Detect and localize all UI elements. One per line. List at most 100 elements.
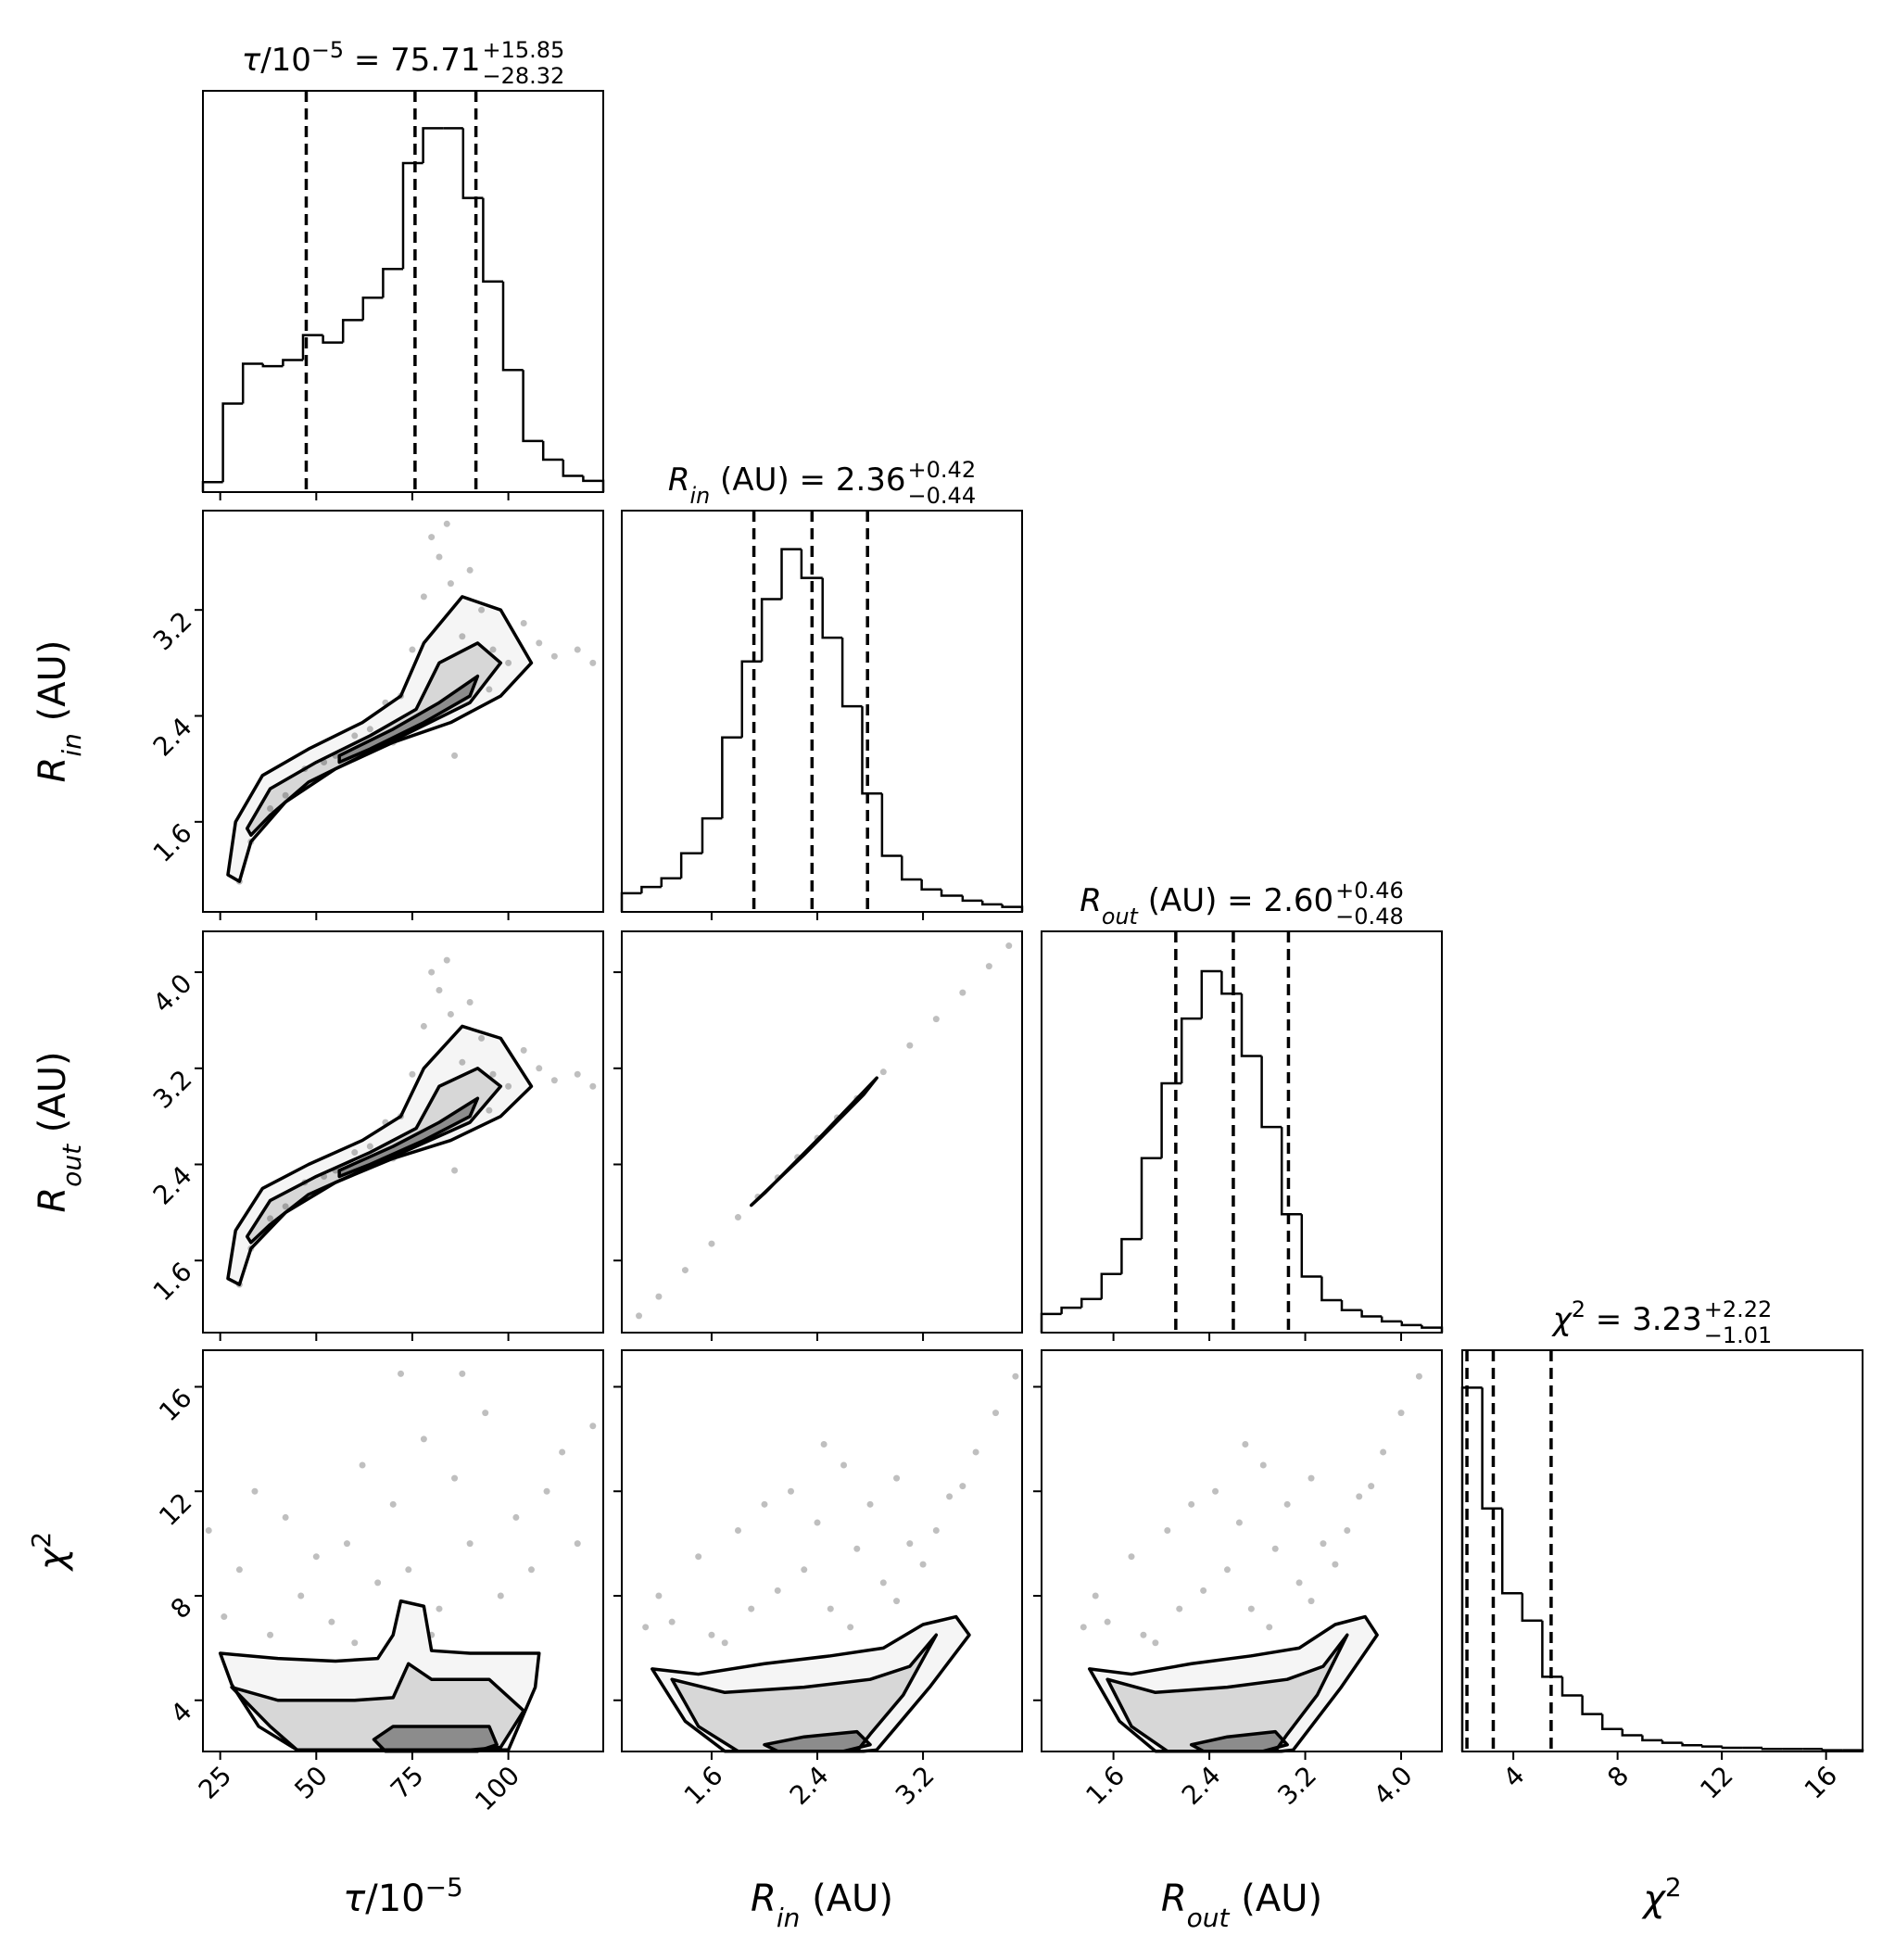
sample-point — [748, 1605, 755, 1612]
label-part: in — [777, 1903, 801, 1933]
sample-point — [1188, 1500, 1195, 1508]
hist-bin — [1581, 1695, 1603, 1715]
sample-point — [366, 726, 373, 733]
sample-point — [1092, 1592, 1099, 1600]
sample-point — [351, 1639, 359, 1647]
sample-point — [734, 1214, 741, 1221]
hist-bin — [1481, 1387, 1503, 1511]
sample-point — [420, 1435, 427, 1443]
err-minus: −0.44 — [908, 483, 977, 509]
sample-point — [787, 1487, 794, 1495]
sample-point — [1080, 1624, 1087, 1631]
sample-point — [695, 1553, 702, 1561]
title-text: χ2 = 3.23 — [1551, 1296, 1702, 1338]
sample-point — [840, 1461, 848, 1469]
title-text: τ/10−5 = 75.71 — [242, 37, 481, 79]
sample-point — [1295, 1579, 1303, 1587]
sample-point — [351, 1149, 359, 1157]
label-part: (AU) — [32, 640, 74, 734]
sample-point — [428, 534, 436, 541]
hist-bin — [422, 127, 444, 163]
err-minus: −28.32 — [482, 63, 564, 89]
hist-bin — [341, 319, 363, 343]
hist-bin — [920, 879, 942, 891]
label-part: R — [32, 1187, 74, 1213]
x-tick-label: 100 — [469, 1760, 525, 1816]
title-sep: = — [790, 462, 836, 499]
hist-bin — [1600, 1713, 1623, 1731]
hist-bin — [1641, 1735, 1662, 1742]
label-part: R — [1080, 882, 1102, 919]
label-part: τ — [343, 1878, 366, 1920]
panel-frame — [621, 510, 1023, 913]
sample-point — [1356, 1493, 1363, 1500]
x-tick-label: 2.4 — [1176, 1760, 1227, 1811]
sample-point — [409, 646, 416, 653]
label-part: (AU) — [1138, 882, 1217, 919]
hist-bin — [1220, 971, 1242, 995]
panel-frame — [621, 930, 1023, 1334]
sample-point — [734, 1527, 741, 1535]
hist-bin — [301, 334, 323, 360]
sample-point — [205, 1527, 212, 1535]
hist-bin — [1300, 1214, 1322, 1278]
panel-2d — [226, 520, 597, 885]
sample-point — [1283, 1500, 1291, 1508]
sample-point — [436, 987, 443, 994]
contour — [372, 1725, 499, 1753]
hist-bin — [1180, 1017, 1202, 1084]
sample-point — [906, 1540, 914, 1548]
sample-point — [486, 686, 493, 693]
sample-point — [451, 752, 459, 759]
hist-bin — [1080, 1297, 1102, 1309]
err-plus: +15.85 — [482, 37, 564, 63]
hist-bin — [821, 577, 843, 639]
hist-bin — [1280, 1127, 1302, 1216]
label-part: /10 — [365, 1878, 424, 1920]
label-part: R — [751, 1878, 777, 1920]
hist-bin — [401, 161, 423, 270]
hist-bin — [940, 889, 963, 897]
hist-bin — [701, 816, 723, 854]
panel-2d — [642, 1372, 1019, 1753]
sample-point — [655, 1592, 663, 1600]
hist-bin — [1200, 969, 1222, 1019]
sample-point — [443, 520, 450, 527]
sample-point — [1242, 1440, 1249, 1448]
sample-point — [1271, 1545, 1279, 1552]
title-median: 2.60 — [1263, 882, 1333, 919]
sample-point — [1368, 1483, 1375, 1490]
hist-bin — [1661, 1739, 1683, 1744]
panel-2d — [1080, 1372, 1422, 1753]
sample-point — [1344, 1527, 1351, 1535]
sample-point — [374, 1579, 382, 1587]
sample-point — [1005, 942, 1013, 950]
sample-point — [1259, 1461, 1267, 1469]
sample-point — [428, 968, 436, 976]
hist-bin — [482, 197, 503, 283]
title-median: 75.71 — [390, 42, 480, 79]
sample-point — [420, 593, 427, 601]
err-plus: +2.22 — [1704, 1296, 1773, 1322]
sample-point — [486, 1106, 493, 1114]
sample-point — [932, 1016, 940, 1023]
sample-point — [505, 1082, 512, 1090]
sample-point — [1235, 1519, 1243, 1526]
y-axis-label: χ2 — [26, 1532, 75, 1573]
hist-bin — [562, 460, 584, 477]
x-tick-label: 1.6 — [1080, 1760, 1131, 1811]
sample-point — [527, 1566, 535, 1574]
sample-point — [847, 1624, 854, 1631]
sample-point — [451, 1474, 459, 1482]
y-tick-label: 4 — [165, 1696, 198, 1729]
sample-point — [721, 1639, 728, 1647]
sample-point — [574, 1540, 581, 1548]
sample-point — [866, 1500, 874, 1508]
label-part: R — [32, 757, 74, 783]
hist-bin — [1001, 904, 1024, 912]
sample-point — [1164, 1527, 1171, 1535]
hist-bin — [1260, 1056, 1282, 1129]
hist-bin — [980, 900, 1003, 906]
hist-bin — [241, 362, 263, 404]
